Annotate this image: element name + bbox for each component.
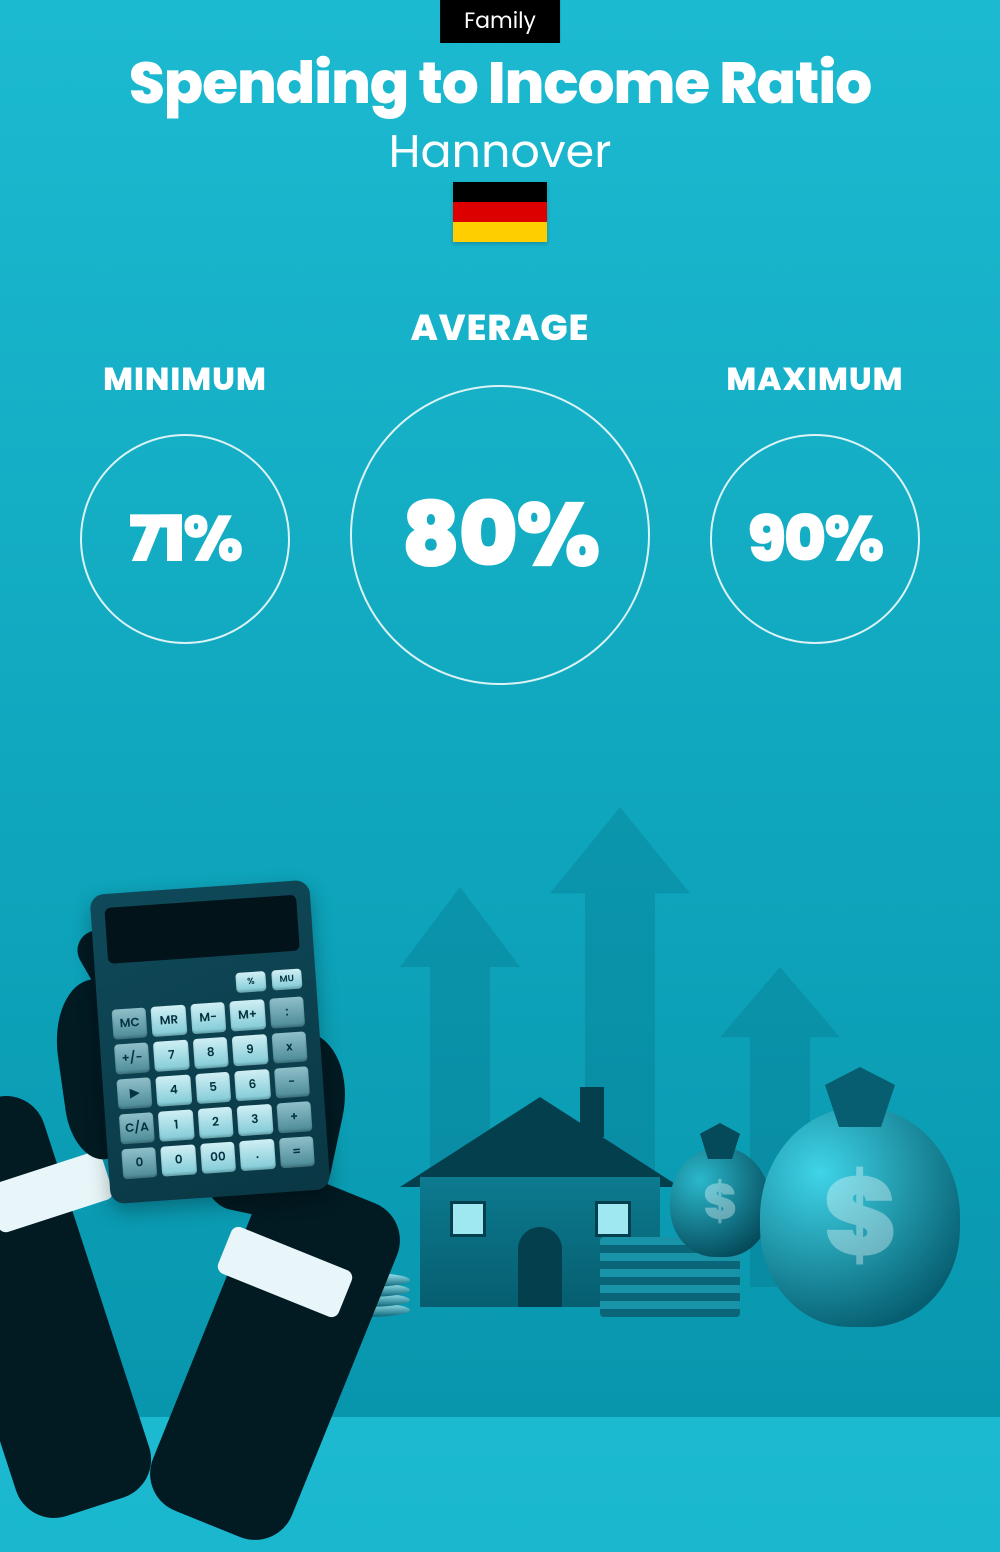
calculator-key: 00	[200, 1142, 236, 1174]
calculator-screen	[104, 895, 299, 964]
calculator-key: ▶	[116, 1077, 152, 1109]
metric-circle: 90%	[710, 434, 920, 644]
calculator-key: 2	[197, 1107, 233, 1139]
metric-minimum: MINIMUM 71%	[80, 356, 290, 644]
calculator-key: M+	[229, 999, 265, 1031]
calculator-key: +	[276, 1101, 312, 1133]
metric-maximum: MAXIMUM 90%	[710, 356, 920, 644]
calculator-key: 0	[161, 1144, 197, 1176]
metric-value: 71%	[129, 492, 241, 587]
metric-circle: 71%	[80, 434, 290, 644]
calculator-key: %	[235, 971, 266, 993]
metric-label: MINIMUM	[103, 356, 267, 404]
cash-stack-icon	[600, 1237, 740, 1317]
illustration: $ $ %MU MCMRM-M+:+/-789x▶456-C/A123+0000…	[0, 717, 1000, 1417]
metric-label: MAXIMUM	[726, 356, 903, 404]
calculator-key: +/-	[114, 1042, 150, 1074]
calculator-key: C/A	[119, 1112, 155, 1144]
flag-stripe	[453, 182, 547, 202]
calculator-key: 5	[195, 1072, 231, 1104]
calculator-key: 9	[232, 1034, 268, 1066]
money-bag-icon: $	[760, 1107, 960, 1327]
up-arrow-icon	[400, 887, 520, 1287]
germany-flag-icon	[453, 182, 547, 242]
calculator-key: M-	[190, 1002, 226, 1034]
flag-stripe	[453, 202, 547, 222]
page-title: Spending to Income Ratio	[0, 40, 1000, 127]
calculator-key: MC	[112, 1007, 148, 1039]
calculator-key: 0	[121, 1147, 157, 1179]
hands-holding-calculator-icon: %MU MCMRM-M+:+/-789x▶456-C/A123+0000.=	[0, 837, 420, 1457]
calculator-key: 4	[156, 1074, 192, 1106]
metric-circle: 80%	[350, 385, 650, 685]
calculator-key: 7	[153, 1040, 189, 1072]
calculator-key: 8	[193, 1037, 229, 1069]
metric-label: AVERAGE	[411, 300, 590, 355]
metrics-row: MINIMUM 71% AVERAGE 80% MAXIMUM 90%	[0, 300, 1000, 685]
calculator-key: .	[239, 1139, 275, 1171]
flag-stripe	[453, 222, 547, 242]
dollar-sign-icon: $	[823, 1134, 896, 1300]
calculator-icon: %MU MCMRM-M+:+/-789x▶456-C/A123+0000.=	[89, 880, 330, 1205]
metric-average: AVERAGE 80%	[350, 300, 650, 685]
coin-stack-icon	[320, 1267, 410, 1317]
city-subtitle: Hannover	[0, 118, 1000, 187]
calculator-key: 1	[158, 1109, 194, 1141]
calculator-key: 3	[237, 1104, 273, 1136]
calculator-key: x	[271, 1031, 307, 1063]
up-arrow-icon	[720, 967, 840, 1287]
category-tag: Family	[440, 0, 560, 43]
calculator-key: =	[278, 1136, 314, 1168]
money-bag-icon: $	[670, 1147, 770, 1257]
calculator-key: -	[274, 1066, 310, 1098]
house-icon	[400, 1107, 680, 1307]
up-arrow-icon	[550, 807, 690, 1287]
calculator-key: MU	[271, 968, 302, 990]
metric-value: 80%	[401, 467, 598, 603]
metric-value: 90%	[748, 492, 883, 587]
calculator-key: 6	[234, 1069, 270, 1101]
dollar-sign-icon: $	[703, 1164, 736, 1240]
calculator-key: :	[269, 996, 305, 1028]
calculator-key: MR	[151, 1005, 187, 1037]
